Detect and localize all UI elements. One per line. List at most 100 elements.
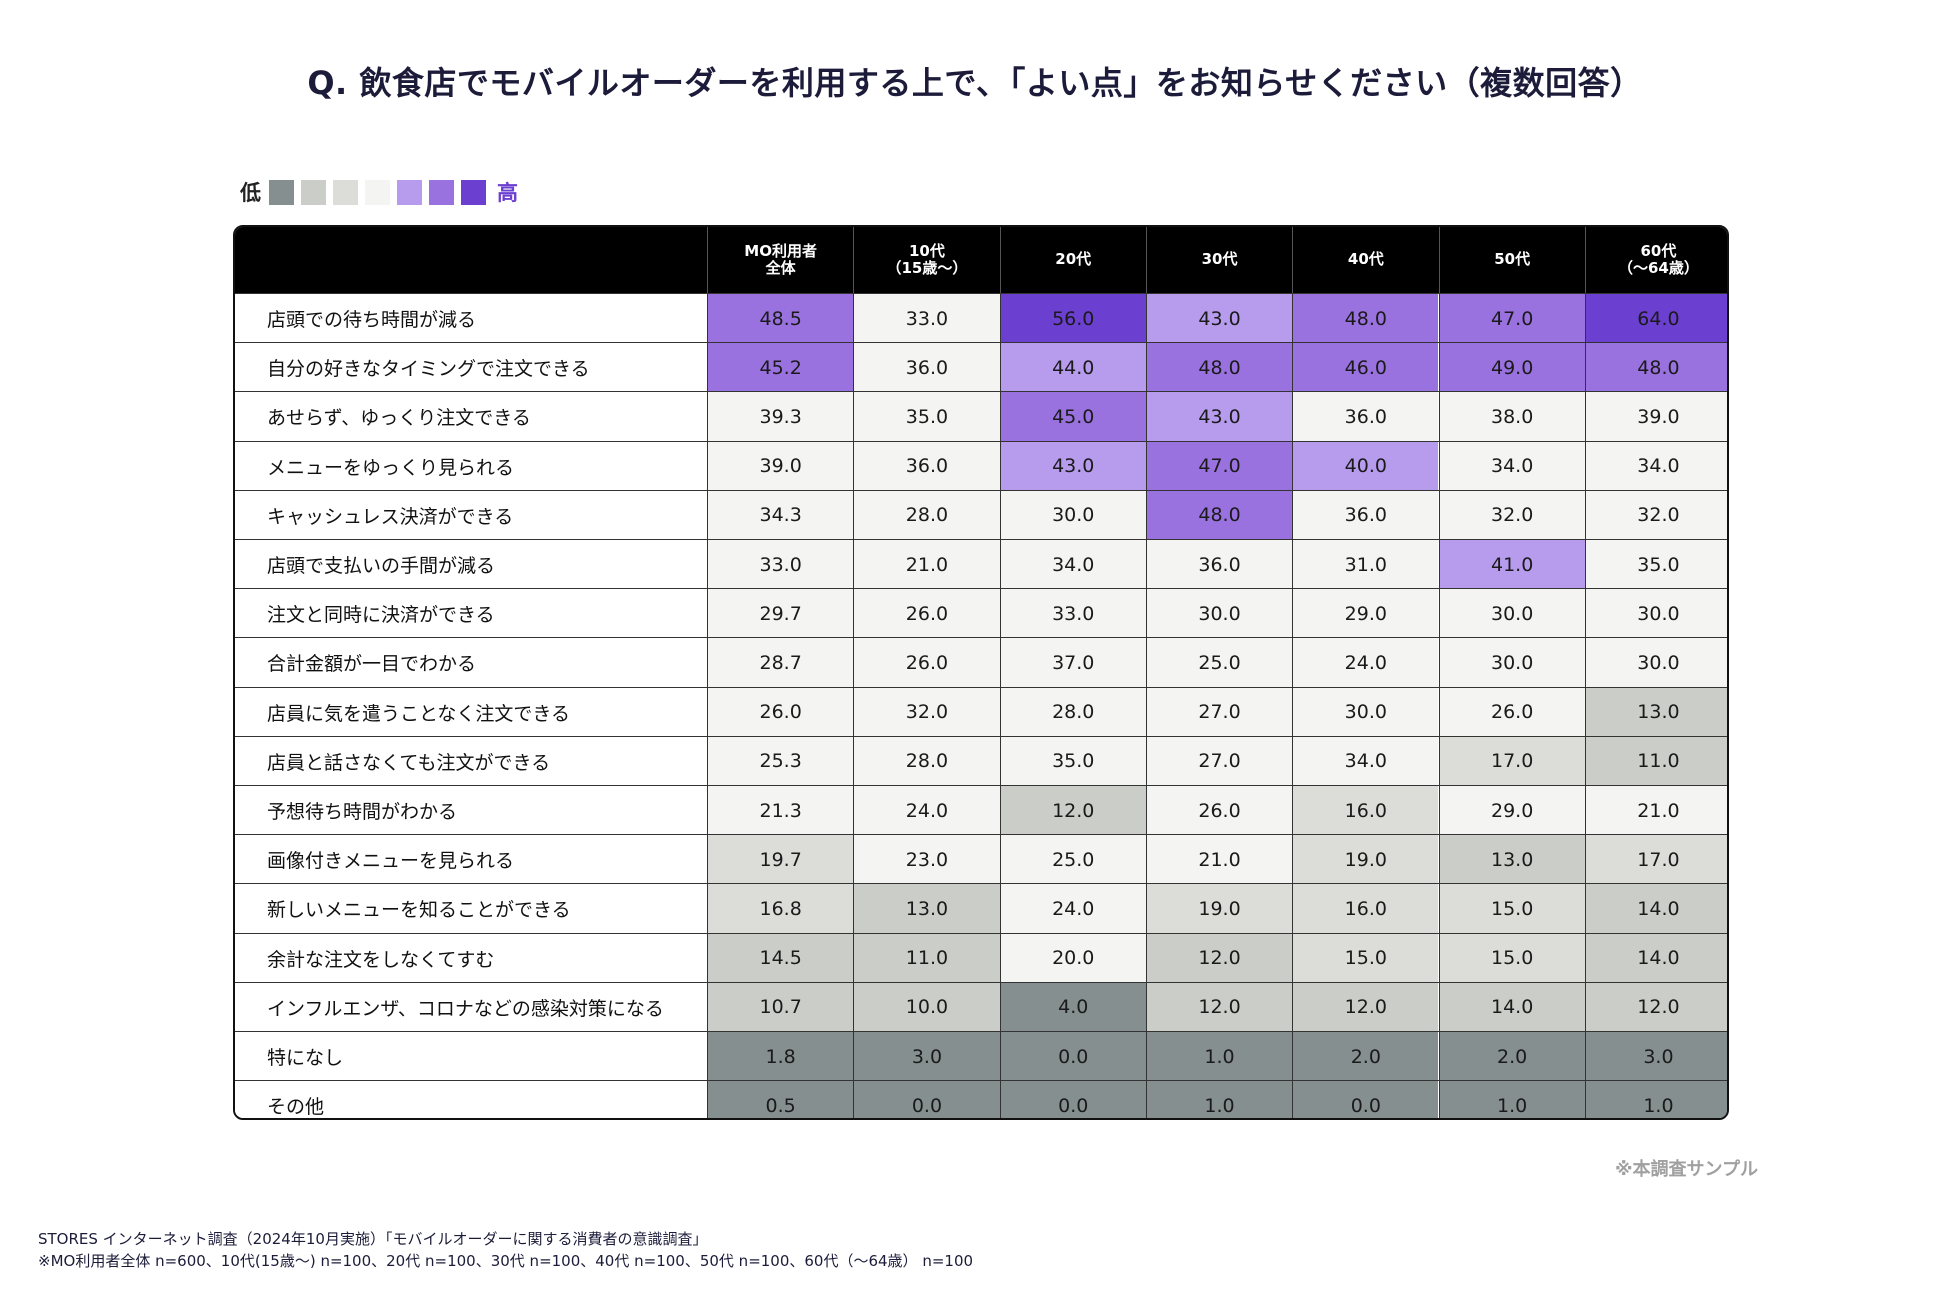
table-row: 新しいメニューを知ることができる 16.8 13.0 24.0 19.0 16.0 15.0… bbox=[235, 883, 1727, 934]
column-header-line1: MO利用者 bbox=[744, 241, 817, 260]
table-row: 注文と同時に決済ができる 29.7 26.0 33.0 30.0 29.0 30.0 30.0 bbox=[235, 588, 1727, 639]
value-cell: 28.0 bbox=[853, 736, 1000, 786]
table-row: インフルエンザ、コロナなどの感染対策になる 10.7 10.0 4.0 12.0 12.0… bbox=[235, 981, 1727, 1032]
value-cell: 48.5 bbox=[707, 294, 854, 344]
value-cell: 27.0 bbox=[1145, 736, 1293, 786]
value-cell: 25.0 bbox=[1145, 638, 1293, 688]
value-cell: 26.0 bbox=[853, 589, 1000, 639]
table-row: 余計な注文をしなくてすむ 14.5 11.0 20.0 12.0 15.0 15.0 14.0 bbox=[235, 932, 1727, 983]
legend-low-label: 低 bbox=[240, 181, 261, 205]
column-header: 20代 bbox=[999, 227, 1146, 293]
value-cell: 47.0 bbox=[1145, 441, 1293, 491]
value-cell: 34.0 bbox=[1292, 736, 1439, 786]
table-row: 特になし 1.8 3.0 0.0 1.0 2.0 2.0 3.0 bbox=[235, 1031, 1727, 1082]
column-header-line1: 40代 bbox=[1347, 250, 1384, 269]
value-cell: 30.0 bbox=[1292, 687, 1439, 737]
value-cell: 44.0 bbox=[999, 343, 1146, 393]
legend-swatch-7 bbox=[461, 179, 486, 205]
value-cell: 1.0 bbox=[1438, 1081, 1585, 1118]
value-cell: 15.0 bbox=[1438, 884, 1585, 934]
value-cell: 36.0 bbox=[853, 441, 1000, 491]
table-row: 予想待ち時間がわかる 21.3 24.0 12.0 26.0 16.0 29.0 21.0 bbox=[235, 785, 1727, 836]
value-cell: 16.0 bbox=[1292, 786, 1439, 836]
legend-swatch-3 bbox=[333, 179, 358, 205]
value-cell: 28.0 bbox=[853, 490, 1000, 540]
value-cell: 48.0 bbox=[1145, 343, 1293, 393]
value-cell: 12.0 bbox=[1145, 982, 1293, 1032]
value-cell: 37.0 bbox=[999, 638, 1146, 688]
header-label-cell bbox=[235, 227, 707, 293]
value-cell: 38.0 bbox=[1438, 392, 1585, 442]
value-cell: 19.0 bbox=[1292, 835, 1439, 885]
value-cell: 39.3 bbox=[707, 392, 854, 442]
value-cell: 21.0 bbox=[853, 540, 1000, 590]
value-cell: 47.0 bbox=[1438, 294, 1585, 344]
column-header-line1: 50代 bbox=[1494, 250, 1531, 269]
sample-note: ※本調査サンプル bbox=[1615, 1159, 1758, 1180]
value-cell: 34.0 bbox=[1584, 441, 1727, 491]
value-cell: 0.0 bbox=[999, 1032, 1146, 1082]
table-row: 店頭での待ち時間が減る 48.5 33.0 56.0 43.0 48.0 47.0 64.0 bbox=[235, 293, 1727, 344]
table-row: その他 0.5 0.0 0.0 1.0 0.0 1.0 1.0 bbox=[235, 1080, 1727, 1118]
value-cell: 16.0 bbox=[1292, 884, 1439, 934]
value-cell: 14.0 bbox=[1584, 884, 1727, 934]
table-row: キャッシュレス決済ができる 34.3 28.0 30.0 48.0 36.0 32.0 32.… bbox=[235, 489, 1727, 540]
table-row: 自分の好きなタイミングで注文できる 45.2 36.0 44.0 48.0 46.0 49.… bbox=[235, 342, 1727, 393]
value-cell: 43.0 bbox=[999, 441, 1146, 491]
value-cell: 14.5 bbox=[707, 933, 854, 983]
value-cell: 33.0 bbox=[999, 589, 1146, 639]
column-header: 10代 （15歳～） bbox=[853, 227, 999, 293]
value-cell: 36.0 bbox=[1292, 490, 1439, 540]
row-label: 店員に気を遣うことなく注文できる bbox=[235, 687, 707, 737]
row-label: メニューをゆっくり見られる bbox=[235, 441, 707, 491]
value-cell: 15.0 bbox=[1438, 933, 1585, 983]
value-cell: 26.0 bbox=[1145, 786, 1293, 836]
chart-title: Q. 飲食店でモバイルオーダーを利用する上で､「よい点」をお知らせください（複数… bbox=[307, 64, 1643, 102]
value-cell: 30.0 bbox=[1438, 638, 1585, 688]
value-cell: 21.0 bbox=[1584, 786, 1727, 836]
legend-high-label: 高 bbox=[497, 181, 518, 205]
value-cell: 12.0 bbox=[999, 786, 1146, 836]
value-cell: 19.7 bbox=[707, 835, 854, 885]
value-cell: 56.0 bbox=[999, 294, 1146, 344]
table-row: 店頭で支払いの手間が減る 33.0 21.0 34.0 36.0 31.0 41.0 35.0 bbox=[235, 539, 1727, 590]
value-cell: 2.0 bbox=[1292, 1032, 1439, 1082]
value-cell: 28.7 bbox=[707, 638, 854, 688]
table-row: 画像付きメニューを見られる 19.7 23.0 25.0 21.0 19.0 13.0 17.… bbox=[235, 834, 1727, 885]
legend-swatch-4 bbox=[365, 179, 390, 205]
value-cell: 25.0 bbox=[999, 835, 1146, 885]
row-label: 新しいメニューを知ることができる bbox=[235, 884, 707, 934]
value-cell: 0.0 bbox=[853, 1081, 1000, 1118]
value-cell: 39.0 bbox=[707, 441, 854, 491]
value-cell: 36.0 bbox=[853, 343, 1000, 393]
value-cell: 1.0 bbox=[1145, 1081, 1293, 1118]
source-note: STORES インターネット調査（2024年10月実施）「モバイルオーダーに関す… bbox=[38, 1228, 973, 1272]
row-label: 予想待ち時間がわかる bbox=[235, 786, 707, 836]
value-cell: 11.0 bbox=[1584, 736, 1727, 786]
value-cell: 33.0 bbox=[707, 540, 854, 590]
column-header-line1: 30代 bbox=[1201, 250, 1238, 269]
table-row: 合計金額が一目でわかる 28.7 26.0 37.0 25.0 24.0 30.0 30.0 bbox=[235, 637, 1727, 688]
row-label: 自分の好きなタイミングで注文できる bbox=[235, 343, 707, 393]
heatmap-table: MO利用者 全体 10代 （15歳～） 20代 30代 40代 50代 60代 （～64歳） 店頭… bbox=[233, 225, 1729, 1120]
value-cell: 27.0 bbox=[1145, 687, 1293, 737]
legend-swatch-1 bbox=[269, 179, 294, 205]
row-label: 注文と同時に決済ができる bbox=[235, 589, 707, 639]
value-cell: 21.3 bbox=[707, 786, 854, 836]
column-header: MO利用者 全体 bbox=[707, 227, 853, 293]
value-cell: 34.0 bbox=[1438, 441, 1585, 491]
row-label: あせらず、ゆっくり注文できる bbox=[235, 392, 707, 442]
row-label: 店員と話さなくても注文ができる bbox=[235, 736, 707, 786]
value-cell: 3.0 bbox=[853, 1032, 1000, 1082]
legend-swatch-2 bbox=[301, 179, 326, 205]
value-cell: 43.0 bbox=[1145, 392, 1293, 442]
value-cell: 34.3 bbox=[707, 490, 854, 540]
value-cell: 41.0 bbox=[1438, 540, 1585, 590]
legend-swatch-5 bbox=[397, 179, 422, 205]
value-cell: 30.0 bbox=[999, 490, 1146, 540]
value-cell: 64.0 bbox=[1584, 294, 1727, 344]
value-cell: 29.7 bbox=[707, 589, 854, 639]
value-cell: 13.0 bbox=[853, 884, 1000, 934]
value-cell: 39.0 bbox=[1584, 392, 1727, 442]
value-cell: 30.0 bbox=[1584, 589, 1727, 639]
